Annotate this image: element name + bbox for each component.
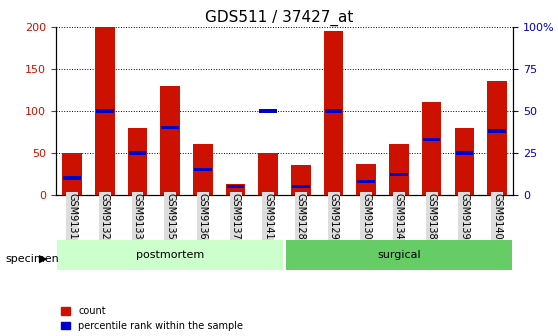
Text: GSM9137: GSM9137 [230,193,240,239]
Text: GSM9140: GSM9140 [492,193,502,239]
Bar [487,82,507,195]
Bar [390,173,408,176]
Bar [422,102,441,195]
Text: postmortem: postmortem [136,250,204,260]
Bar [259,109,277,113]
Text: GSM9130: GSM9130 [361,193,371,239]
Bar [357,164,376,195]
FancyBboxPatch shape [57,240,283,270]
Text: specimen: specimen [6,254,59,264]
Bar [455,128,474,195]
Bar [128,128,147,195]
Bar [95,27,114,195]
Legend: count, percentile rank within the sample: count, percentile rank within the sample [61,306,243,331]
Bar [129,151,146,155]
Bar [193,144,213,195]
Bar [291,166,311,195]
Bar [160,86,180,195]
Text: GSM9139: GSM9139 [459,193,469,239]
Bar [358,180,375,183]
Text: GSM9128: GSM9128 [296,193,306,239]
Text: GSM9131: GSM9131 [67,193,77,239]
Bar [324,31,343,195]
FancyBboxPatch shape [286,240,512,270]
Text: GSM9134: GSM9134 [394,193,404,239]
Text: GSM9136: GSM9136 [198,193,208,239]
Bar [96,109,114,113]
Bar [325,109,343,113]
Text: GSM9133: GSM9133 [132,193,142,239]
Bar [488,129,506,133]
Bar [227,185,244,188]
Bar [161,126,179,129]
Bar [292,185,310,188]
Text: GDS511 / 37427_at: GDS511 / 37427_at [205,10,353,26]
Text: ▶: ▶ [39,254,47,264]
Text: surgical: surgical [377,250,421,260]
Text: GSM9138: GSM9138 [427,193,437,239]
Bar [194,168,211,171]
Bar [423,138,440,141]
Text: GSM9129: GSM9129 [329,193,339,239]
Text: GSM9132: GSM9132 [100,193,110,239]
Bar [226,184,246,195]
Bar [258,153,278,195]
Bar [62,153,82,195]
Bar [389,144,409,195]
Bar [455,151,473,155]
Bar [63,176,81,180]
Text: GSM9135: GSM9135 [165,193,175,239]
Text: GSM9141: GSM9141 [263,193,273,239]
